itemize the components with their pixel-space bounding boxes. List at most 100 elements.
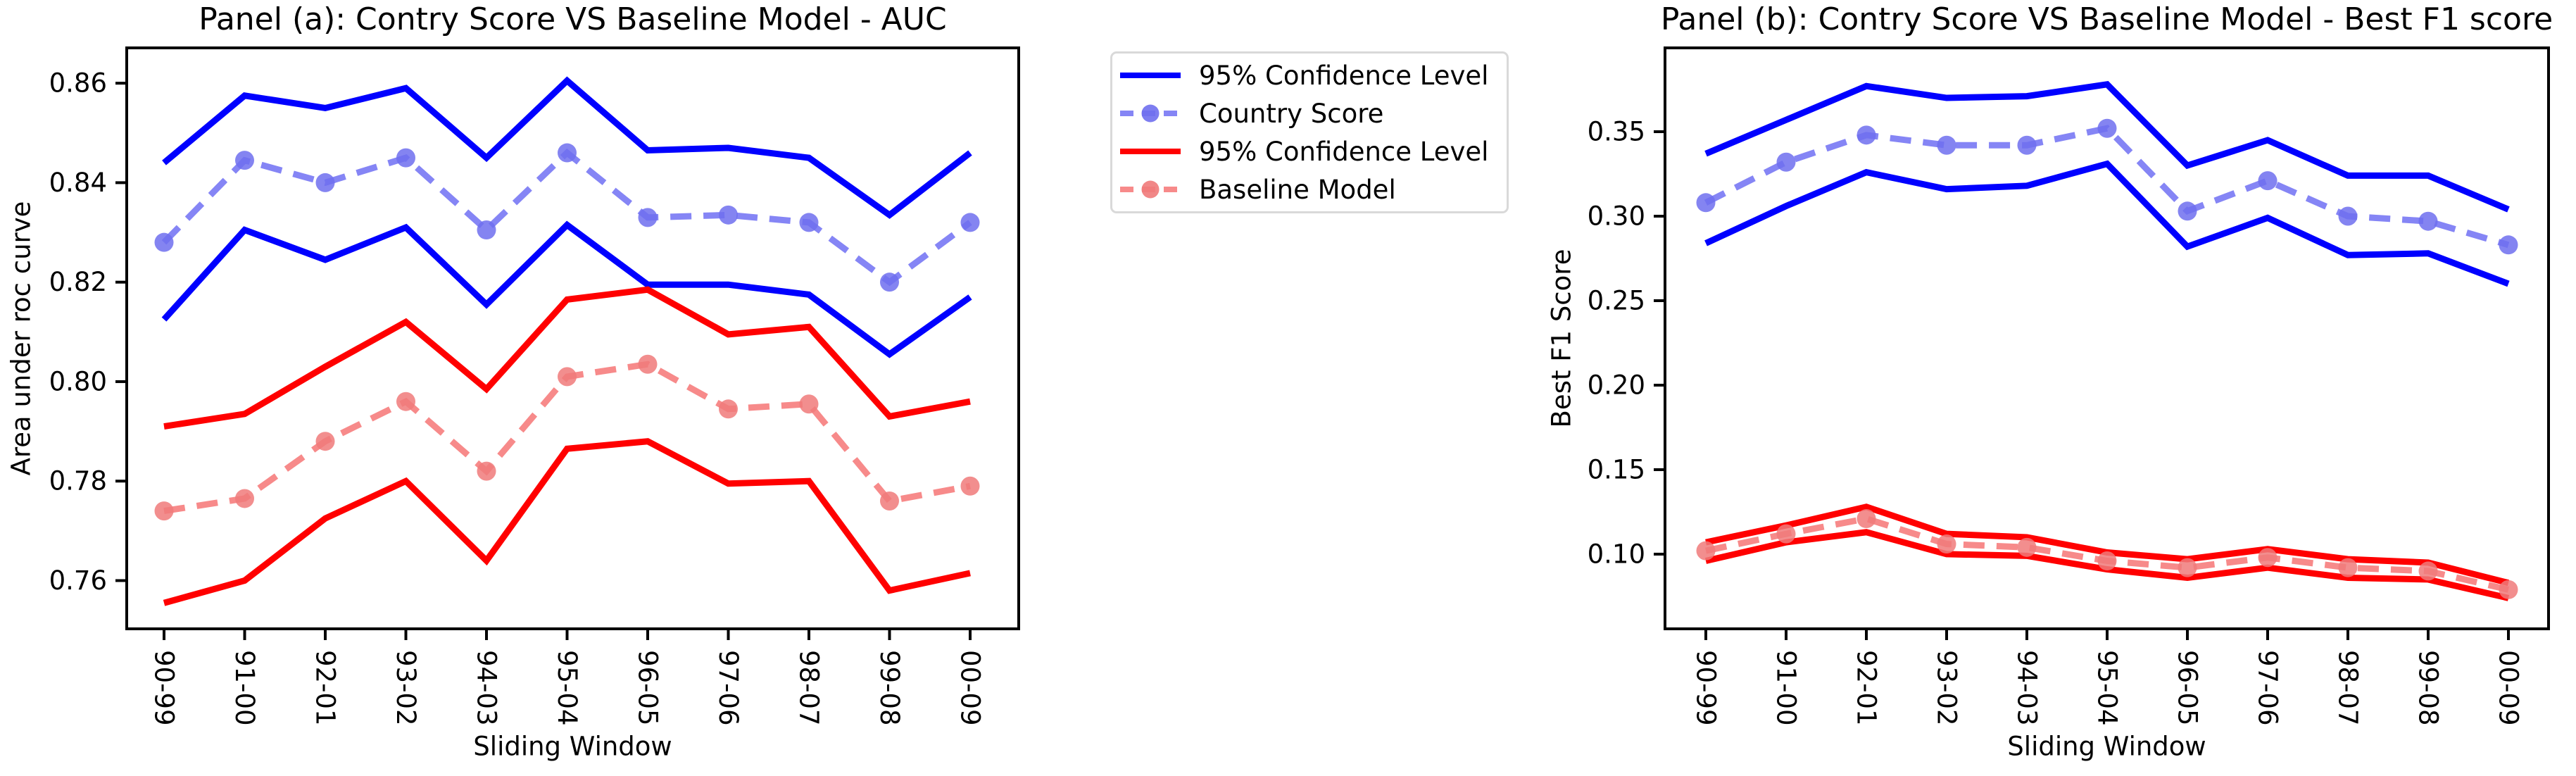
x-tick-label: 97-06 <box>713 650 743 726</box>
data-point-marker <box>2258 548 2277 568</box>
data-point-marker <box>2418 211 2438 231</box>
x-tick-label: 92-01 <box>310 650 341 726</box>
data-point-marker <box>2499 235 2518 255</box>
x-tick-label: 00-09 <box>955 650 986 726</box>
data-point-marker <box>2499 580 2518 599</box>
data-point-marker <box>2178 558 2197 577</box>
x-tick-label: 95-04 <box>552 650 582 726</box>
legend-entry-country-ci: 95% Confidence Level <box>1120 61 1507 91</box>
x-tick-label: 92-01 <box>1852 650 1882 726</box>
data-point-marker <box>2178 201 2197 221</box>
data-point-marker <box>960 213 980 232</box>
data-point-marker <box>799 394 819 414</box>
legend-label: 95% Confidence Level <box>1199 60 1489 91</box>
y-tick-label: 0.80 <box>49 366 107 396</box>
series-line-95-confidence-level-baseline-upper- <box>163 286 971 430</box>
series-line-95-confidence-level-baseline-lower- <box>163 438 971 606</box>
data-point-marker <box>2338 558 2358 577</box>
blue-dashed-marker-line-icon <box>1120 104 1181 123</box>
legend-entry-country-score: Country Score <box>1120 99 1507 129</box>
x-tick-label: 96-05 <box>2173 650 2203 726</box>
x-tick-label: 90-99 <box>149 650 180 726</box>
y-tick-label: 0.82 <box>49 267 107 297</box>
data-point-marker <box>880 491 899 511</box>
data-point-marker <box>799 213 819 232</box>
y-tick-label: 0.78 <box>49 466 107 496</box>
red-solid-line-icon <box>1120 149 1181 154</box>
y-tick-label: 0.10 <box>1588 539 1645 569</box>
x-tick-label: 99-08 <box>2413 650 2444 726</box>
blue-solid-line-icon <box>1120 73 1181 78</box>
series-line-95-confidence-level-country-lower- <box>1704 160 2510 287</box>
data-point-marker <box>2017 537 2037 557</box>
red-dashed-marker-line-icon <box>1120 180 1181 199</box>
data-point-marker <box>558 367 577 387</box>
y-axis-label: Area under roc curve <box>6 201 37 476</box>
axes-frame-panel-b <box>1664 46 2550 630</box>
data-point-marker <box>2017 135 2037 155</box>
data-point-marker <box>235 489 254 508</box>
x-tick-label: 98-07 <box>2333 650 2363 726</box>
data-point-marker <box>1776 152 1796 172</box>
x-tick-label: 00-09 <box>2494 650 2524 726</box>
y-tick-label: 0.86 <box>49 68 107 99</box>
data-point-marker <box>396 392 415 411</box>
y-tick-label: 0.84 <box>49 168 107 198</box>
series-line-baseline-model <box>163 361 971 515</box>
x-tick-label: 90-99 <box>1691 650 1721 726</box>
data-point-marker <box>477 461 496 481</box>
legend-entry-baseline-ci: 95% Confidence Level <box>1120 137 1507 167</box>
data-point-marker <box>1856 125 1876 145</box>
data-point-marker <box>315 432 335 451</box>
x-tick-label: 94-03 <box>472 650 502 726</box>
data-point-marker <box>1776 524 1796 544</box>
y-axis-label: Best F1 Score <box>1547 249 1577 428</box>
x-tick-label: 93-02 <box>1932 650 1962 726</box>
x-tick-label: 98-07 <box>794 650 824 726</box>
series-line-95-confidence-level-country-lower- <box>161 220 972 358</box>
data-point-marker <box>315 173 335 192</box>
x-tick-label: 91-00 <box>1771 650 1802 726</box>
data-point-marker <box>1937 534 1956 554</box>
chart-title-panel-b: Panel (b): Contry Score VS Baseline Mode… <box>1661 1 2553 37</box>
legend-entry-baseline-model: Baseline Model <box>1120 175 1507 205</box>
data-point-marker <box>1856 509 1876 529</box>
series-line-95-confidence-level-country-upper- <box>1704 81 2510 213</box>
data-point-marker <box>2418 561 2438 581</box>
data-point-marker <box>719 205 738 225</box>
data-point-marker <box>2097 551 2117 571</box>
x-tick-label: 96-05 <box>633 650 663 726</box>
data-point-marker <box>1696 541 1716 561</box>
chart-title-panel-a: Panel (a): Contry Score VS Baseline Mode… <box>199 1 946 37</box>
data-point-marker <box>960 476 980 496</box>
data-point-marker <box>638 208 658 227</box>
y-tick-label: 0.15 <box>1588 454 1645 484</box>
data-point-marker <box>558 143 577 163</box>
data-point-marker <box>2258 171 2277 191</box>
data-point-marker <box>2097 118 2117 138</box>
x-tick-label: 95-04 <box>2092 650 2123 726</box>
data-point-marker <box>1937 135 1956 155</box>
y-tick-label: 0.25 <box>1588 285 1645 315</box>
data-point-marker <box>719 399 738 419</box>
legend-label: Baseline Model <box>1199 174 1396 205</box>
legend-label: 95% Confidence Level <box>1199 136 1489 167</box>
data-point-marker <box>154 501 174 521</box>
legend-label: Country Score <box>1199 98 1384 129</box>
data-point-marker <box>154 232 174 252</box>
y-tick-label: 0.35 <box>1588 117 1645 147</box>
data-point-marker <box>477 220 496 240</box>
data-point-marker <box>1696 193 1716 213</box>
data-point-marker <box>235 151 254 170</box>
y-tick-label: 0.76 <box>49 565 107 596</box>
data-point-marker <box>2338 206 2358 226</box>
x-axis-label: Sliding Window <box>473 732 672 762</box>
data-point-marker <box>880 273 899 292</box>
y-tick-label: 0.30 <box>1588 201 1645 232</box>
x-tick-label: 94-03 <box>2012 650 2042 726</box>
data-point-marker <box>396 148 415 168</box>
x-tick-label: 93-02 <box>391 650 421 726</box>
axes-frame-panel-a <box>125 46 1020 630</box>
